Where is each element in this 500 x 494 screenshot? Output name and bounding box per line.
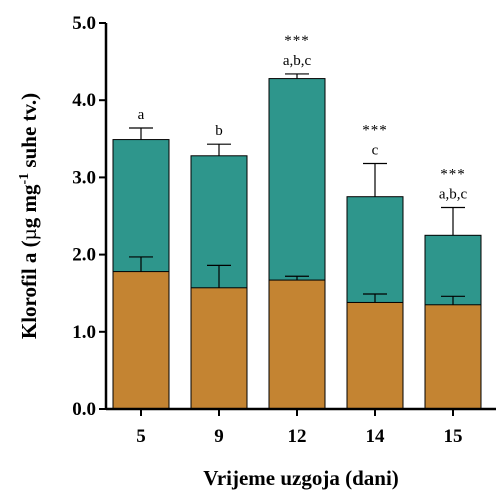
bar-s0-4	[424, 304, 482, 410]
error-bars-layer	[129, 73, 465, 305]
x-tick-label-4: 15	[444, 426, 463, 447]
y-tick-label-1: 1.0	[72, 322, 96, 343]
y-axis-title: Klorofil a (µg mg-1 suhe tv.)	[17, 93, 41, 339]
significance-letters-1: b	[215, 123, 223, 139]
bar-s0-0	[112, 271, 170, 410]
x-axis-title: Vrijeme uzgoja (dani)	[203, 466, 399, 490]
significance-stars-3: ***	[362, 123, 388, 139]
significance-stars-2: ***	[284, 33, 310, 49]
bar-s0-2	[268, 279, 326, 410]
y-tick-label-3: 3.0	[72, 167, 96, 188]
annotations-layer: a b a,b,c *** c *** a,b,c ***	[138, 33, 468, 203]
bar-s0-3	[346, 301, 404, 410]
y-tick-label-4: 4.0	[72, 90, 96, 111]
axes-layer: 0.0 1.0 2.0 3.0 4.0 5.0 5 9 12 14 15	[72, 13, 496, 447]
y-tick-label-0: 0.0	[72, 399, 96, 420]
significance-letters-0: a	[138, 107, 145, 123]
x-tick-label-0: 5	[136, 426, 146, 447]
x-tick-label-2: 12	[288, 426, 307, 447]
x-tick-label-1: 9	[214, 426, 224, 447]
bar-s0-1	[190, 287, 248, 410]
significance-letters-3: c	[372, 143, 379, 159]
y-tick-label-2: 2.0	[72, 245, 96, 266]
significance-stars-4: ***	[440, 167, 466, 183]
bars-layer	[112, 78, 482, 410]
significance-letters-2: a,b,c	[283, 53, 312, 69]
significance-letters-4: a,b,c	[439, 187, 468, 203]
y-tick-label-5: 5.0	[72, 13, 96, 34]
x-tick-label-3: 14	[366, 426, 386, 447]
